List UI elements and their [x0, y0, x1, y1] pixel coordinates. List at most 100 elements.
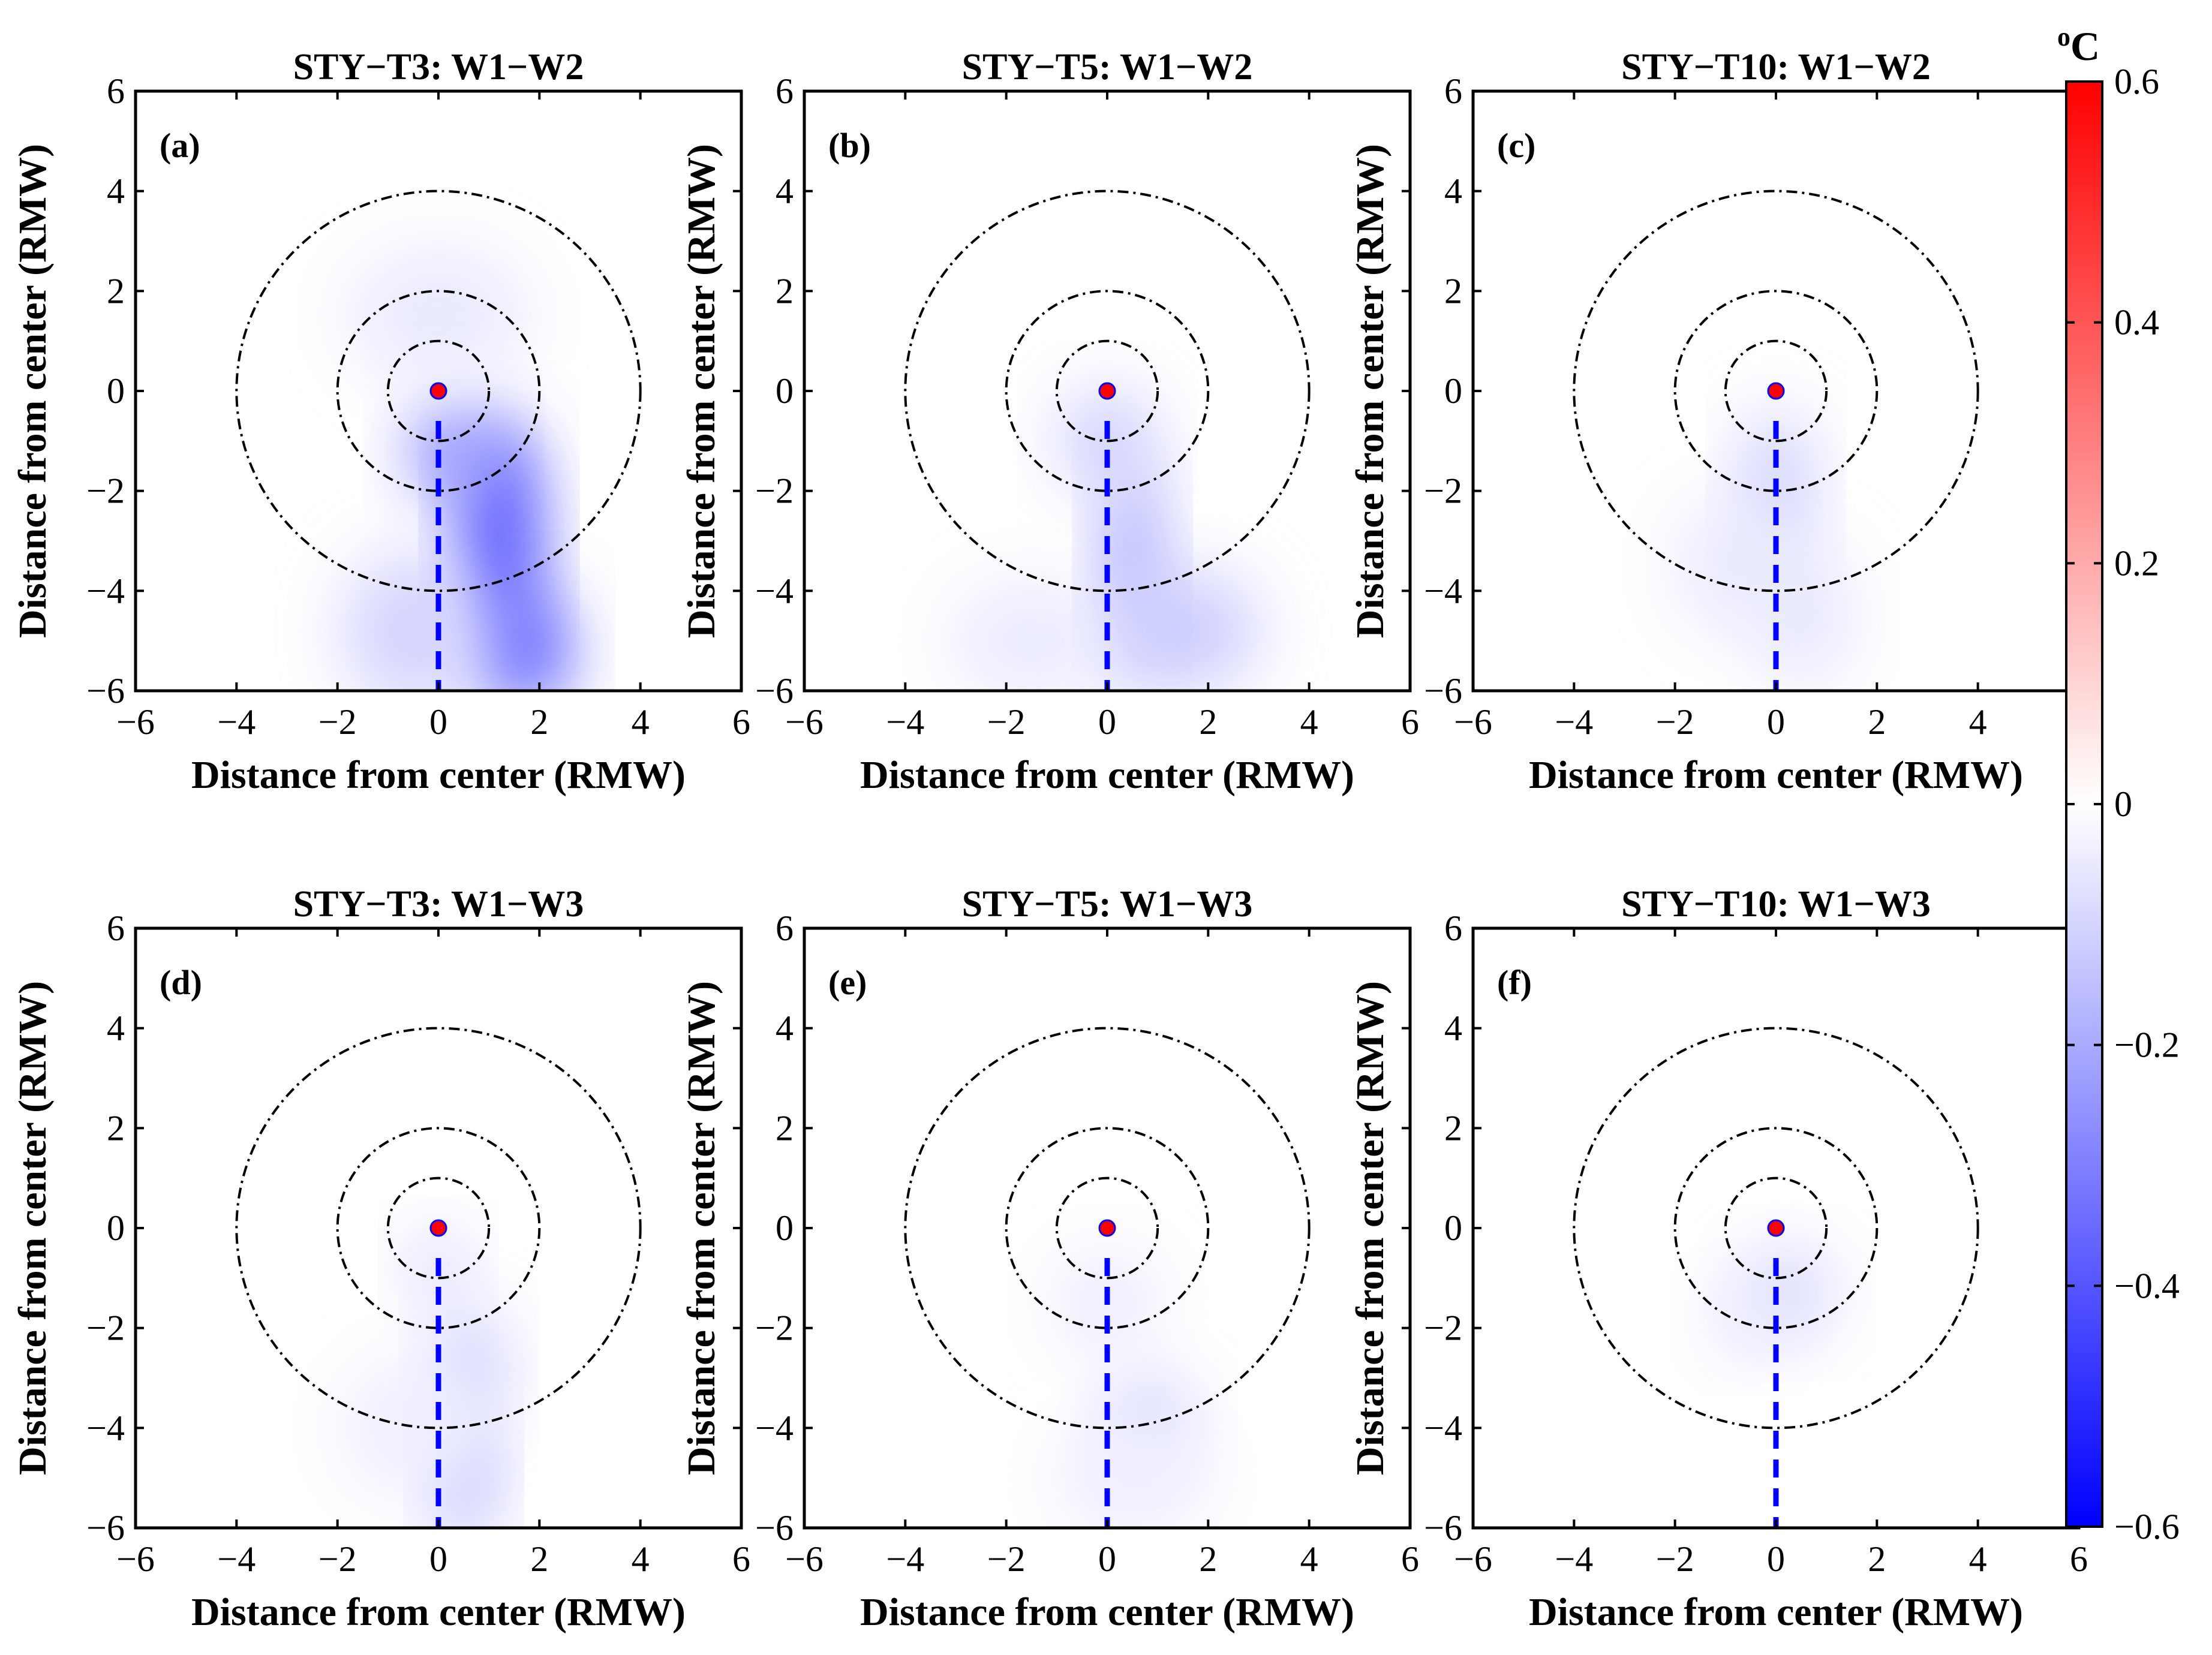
panel-f: −6 −4 −2 0 2 4 6 6 4 2 0 −2 −4 −6 STY−T10: W1−W3 (f) Dis… — [1348, 884, 2088, 1634]
y-tick-label: 6 — [107, 908, 125, 948]
x-tick-label: −2 — [987, 702, 1026, 742]
panel-title: STY−T3: W1−W2 — [293, 47, 584, 88]
x-tick-label: −6 — [116, 1539, 155, 1579]
center-marker — [1098, 1219, 1116, 1237]
x-tick-label: −2 — [318, 702, 357, 742]
center-marker — [1767, 1219, 1785, 1237]
y-axis-label: Distance from center (RMW) — [1348, 144, 1392, 638]
y-tick-label: −2 — [86, 1308, 125, 1348]
y-tick-label: 4 — [107, 171, 125, 211]
heatmap-blob — [1056, 1418, 1209, 1528]
y-tick-label: −6 — [755, 671, 794, 711]
y-tick-label: 2 — [776, 271, 794, 311]
heatmap-blob — [347, 246, 530, 386]
y-tick-label: 2 — [1444, 1108, 1462, 1148]
colorbar-tick-label: 0.4 — [2114, 303, 2159, 342]
heatmap-blob — [1107, 571, 1259, 691]
y-axis-label: Distance from center (RMW) — [1348, 981, 1392, 1475]
x-tick-label: 0 — [1767, 1539, 1785, 1579]
panel-title: STY−T5: W1−W3 — [962, 884, 1253, 925]
panel-e: −6 −4 −2 0 2 4 6 6 4 2 0 −2 −4 −6 STY−T5: W1−W3 (e) Dist… — [680, 884, 1419, 1634]
colorbar-tick-label: 0 — [2114, 784, 2132, 824]
x-tick-label: −2 — [987, 1539, 1026, 1579]
center-marker — [1767, 382, 1785, 400]
y-axis-label: Distance from center (RMW) — [680, 144, 723, 638]
panel-c: −6 −4 −2 0 2 4 6 6 4 2 0 −2 −4 −6 STY−T10: W1−W2 (c) Dis… — [1348, 47, 2088, 797]
panel-label: (c) — [1497, 126, 1535, 165]
y-tick-label: −2 — [755, 471, 794, 511]
center-marker — [429, 1219, 447, 1237]
x-axis-label: Distance from center (RMW) — [1529, 1590, 2023, 1634]
radius-circle-1 — [386, 339, 491, 443]
colorbar-tick-label: −0.4 — [2114, 1266, 2180, 1305]
radius-circle-4 — [904, 189, 1311, 592]
x-tick-label: 2 — [1199, 1539, 1217, 1579]
panel-a: −6 −4 −2 0 2 4 6 6 4 2 0 −2 −4 −6 STY−T3: W1−W2 (a) Dist… — [11, 47, 750, 797]
y-tick-label: 0 — [776, 1208, 794, 1248]
x-axis-label: Distance from center (RMW) — [860, 1590, 1354, 1634]
colorbar-tick-label: 0.2 — [2114, 543, 2159, 583]
x-tick-label: 6 — [732, 1539, 750, 1579]
radius-circle-1 — [1724, 1176, 1828, 1280]
x-tick-label: −6 — [785, 702, 824, 742]
heatmap-blob — [951, 580, 1113, 691]
panel-label: (d) — [160, 963, 202, 1002]
y-tick-label: 4 — [1444, 171, 1462, 211]
y-tick-label: 2 — [107, 1108, 125, 1148]
x-tick-label: 6 — [732, 702, 750, 742]
x-tick-label: 0 — [429, 1539, 447, 1579]
y-tick-label: 4 — [107, 1009, 125, 1048]
y-tick-label: 6 — [776, 71, 794, 111]
x-tick-label: 2 — [1868, 702, 1886, 742]
x-tick-label: −2 — [318, 1539, 357, 1579]
y-tick-label: −4 — [1424, 571, 1462, 610]
panel-label: (a) — [160, 126, 200, 165]
radius-circle-1 — [1055, 1176, 1159, 1280]
x-tick-label: −6 — [116, 702, 155, 742]
panel-label: (f) — [1497, 963, 1532, 1002]
colorbar-tick-label: 0.6 — [2114, 62, 2159, 101]
x-tick-label: 0 — [429, 702, 447, 742]
y-tick-label: −6 — [86, 1508, 125, 1548]
heatmap-field — [1710, 1248, 1832, 1358]
heatmap-field — [1675, 411, 1852, 686]
y-axis-label: Distance from center (RMW) — [11, 981, 55, 1475]
x-tick-label: 0 — [1767, 702, 1785, 742]
x-tick-label: 4 — [1300, 1539, 1318, 1579]
panel-b: −6 −4 −2 0 2 4 6 6 4 2 0 −2 −4 −6 STY−T5: W1−W2 (b) Dist… — [680, 47, 1419, 797]
y-tick-label: −2 — [1424, 1308, 1462, 1348]
x-tick-label: 4 — [1969, 702, 1987, 742]
panel-title: STY−T10: W1−W3 — [1621, 884, 1931, 925]
center-marker — [1098, 382, 1116, 400]
heatmap-blob — [479, 591, 570, 691]
y-tick-label: −4 — [755, 571, 794, 610]
y-tick-label: −6 — [755, 1508, 794, 1548]
y-tick-label: −4 — [86, 571, 125, 610]
y-tick-label: 6 — [107, 71, 125, 111]
panel-label: (e) — [828, 963, 867, 1002]
panel-title: STY−T5: W1−W2 — [962, 47, 1253, 88]
y-tick-label: −6 — [86, 671, 125, 711]
heatmap-field — [1056, 1253, 1209, 1528]
x-tick-label: −4 — [217, 1539, 256, 1579]
radius-circle-2 — [1005, 1127, 1210, 1329]
panel-label: (b) — [828, 126, 871, 165]
x-axis-label: Distance from center (RMW) — [1529, 753, 2023, 797]
x-tick-label: −6 — [1454, 702, 1492, 742]
y-tick-label: 0 — [1444, 371, 1462, 411]
y-tick-label: 2 — [1444, 271, 1462, 311]
x-tick-label: −2 — [1656, 1539, 1694, 1579]
y-tick-label: 4 — [776, 171, 794, 211]
colorbar-tick-label: −0.2 — [2114, 1025, 2180, 1065]
panel-title: STY−T3: W1−W3 — [293, 884, 584, 925]
x-tick-label: −4 — [217, 702, 256, 742]
colorbar-unit-letter: C — [2070, 23, 2100, 69]
y-tick-label: 4 — [776, 1009, 794, 1048]
x-tick-label: −4 — [886, 702, 924, 742]
colorbar-tick-label: −0.6 — [2114, 1507, 2180, 1546]
heatmap-blob — [1675, 496, 1796, 636]
colorbar-unit: oC — [2057, 22, 2100, 69]
y-tick-label: 0 — [1444, 1208, 1462, 1248]
y-tick-label: 6 — [1444, 71, 1462, 111]
y-axis-label: Distance from center (RMW) — [11, 144, 55, 638]
